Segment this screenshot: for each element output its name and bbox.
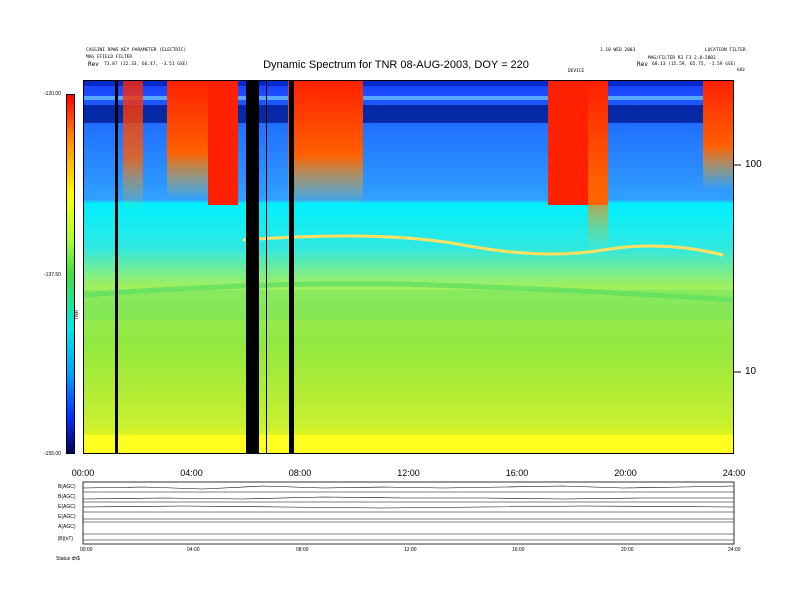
header-left-rev-label: Rev xyxy=(88,61,99,68)
x-tick-label: 12:00 xyxy=(397,468,420,478)
x-tick-label: 16:00 xyxy=(505,468,529,478)
panel-label: B(AGC) xyxy=(58,484,76,490)
unit-label: kHz xyxy=(737,68,746,73)
data-gap xyxy=(115,80,118,454)
x-tick-label: 00:00 xyxy=(71,468,95,478)
panel-x-tick: 04:00 xyxy=(187,547,200,553)
housekeeping-panels xyxy=(82,481,735,545)
header-right-line1: 1.10 WED 2003 xyxy=(600,48,636,53)
header-right-rev-value: 68.13 (15.59, 65.75, -1.59 GSE) xyxy=(652,62,736,67)
data-gap xyxy=(289,80,294,454)
panel-x-tick: 24:00 xyxy=(728,547,741,553)
colorbar xyxy=(66,94,75,454)
panel-x-tick: 12:00 xyxy=(404,547,417,553)
header-right-line2: LOCATION FILTER xyxy=(705,48,746,53)
panel-x-tick: 08:00 xyxy=(296,547,309,553)
header-left-rev-value: 73.87 (22.33, 66.47, -3.51 GSE) xyxy=(104,62,188,67)
colorbar-tick-mid: -137.50 xyxy=(44,272,61,278)
header-left-line2: MAG EFIELD FILTER xyxy=(86,55,133,60)
panel-label: |B|(nT) xyxy=(58,536,74,542)
colorbar-tick-bottom: -155.00 xyxy=(44,451,61,457)
panel-x-tick: 00:00 xyxy=(80,547,93,553)
x-tick-label: 24:00 xyxy=(722,468,746,478)
header-right-rev-label: Rev xyxy=(637,61,648,68)
colorbar-tick-top: -120.00 xyxy=(44,91,61,97)
x-tick-label: 04:00 xyxy=(180,468,203,478)
x-tick-label: 20:00 xyxy=(614,468,637,478)
header-center-small: DEVICE xyxy=(568,69,585,74)
data-gap xyxy=(266,80,267,454)
panel-label: A(AGC) xyxy=(58,524,76,530)
x-tick-label: 08:00 xyxy=(288,468,312,478)
colorbar-label: TNR xyxy=(74,309,80,320)
panel-label: E(AGC) xyxy=(58,514,76,520)
spectrogram-plot xyxy=(82,80,735,454)
y-tick-label: 10 xyxy=(745,366,757,377)
panel-label: E(AGC) xyxy=(58,504,76,510)
data-gap xyxy=(246,80,259,454)
y-tick-label: 100 xyxy=(745,159,762,170)
y-axis-ticks xyxy=(734,164,741,373)
header-left-line1: CASSINI RPWS KEY PARAMETER (ELECTRIC) xyxy=(86,48,187,53)
panel-x-tick: 16:00 xyxy=(512,547,525,553)
plot-frame xyxy=(83,80,734,454)
panel-label: B(AGC) xyxy=(58,494,76,500)
panel-x-tick: 20:00 xyxy=(621,547,634,553)
spectrogram-heatmap xyxy=(82,80,735,454)
footer-status: Status dh$ xyxy=(56,556,80,562)
chart-title: Dynamic Spectrum for TNR 08-AUG-2003, DO… xyxy=(263,59,529,71)
header-right-line3: MAG/FILTER R3 F3 2.0-2002 xyxy=(648,56,716,61)
